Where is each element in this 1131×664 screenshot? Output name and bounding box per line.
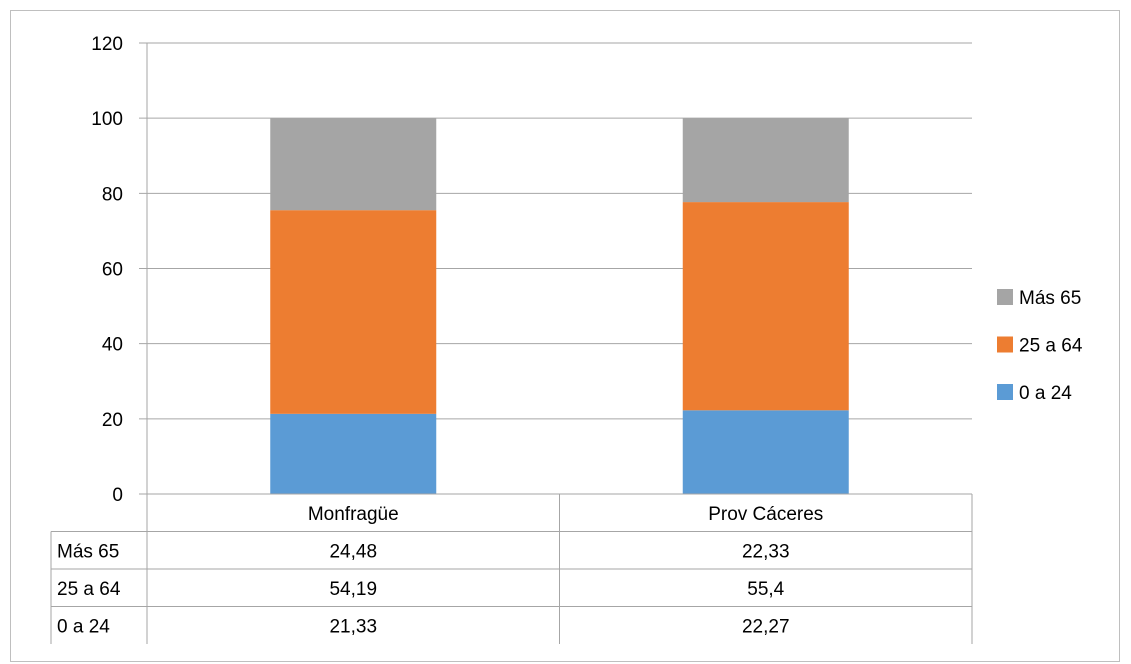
- y-axis-ticks: 0 20 40 60 80 100 120: [91, 34, 123, 506]
- bar-segment-más-65: [682, 118, 849, 203]
- table-cell-value: 55,4: [747, 579, 784, 600]
- category-label: Prov Cáceres: [708, 504, 823, 525]
- legend-item: 0 a 24: [997, 383, 1072, 404]
- stacked-bar-chart: 0 20 40 60 80 100 120 Monfragüe Prov Cáceres Más…: [50, 34, 1083, 644]
- legend-item: Más 65: [997, 288, 1081, 309]
- legend-swatch: [997, 384, 1013, 400]
- table-cell-value: 22,33: [742, 541, 790, 562]
- y-tick-label: 100: [91, 109, 123, 130]
- y-tick-label: 20: [102, 410, 123, 431]
- y-tick-label: 40: [102, 335, 123, 356]
- bars: [270, 118, 849, 494]
- legend-item: 25 a 64: [997, 336, 1083, 357]
- legend-swatch: [997, 289, 1013, 305]
- y-tick-label: 80: [102, 184, 123, 205]
- legend-label: 0 a 24: [1019, 383, 1072, 404]
- table-cell-value: 24,48: [329, 541, 377, 562]
- legend-label: Más 65: [1019, 288, 1081, 309]
- y-tick-label: 120: [91, 34, 123, 55]
- bar-segment-25-a-64: [270, 210, 437, 414]
- legend: Más 65 25 a 64 0 a 24: [997, 288, 1083, 404]
- table-cell-value: 54,19: [329, 579, 377, 600]
- y-tick-label: 60: [102, 260, 123, 281]
- table-row-label: Más 65: [57, 541, 119, 562]
- table-cell-value: 21,33: [329, 616, 377, 637]
- data-table: Monfragüe Prov Cáceres Más 65 24,48 22,33 25 …: [50, 493, 973, 644]
- table-cell-value: 22,27: [742, 616, 790, 637]
- table-row-label: 25 a 64: [57, 579, 121, 600]
- y-tick-label: 0: [112, 485, 123, 506]
- bar-segment-0-a-24: [682, 410, 849, 494]
- chart-frame: 0 20 40 60 80 100 120 Monfragüe Prov Cáceres Más…: [10, 10, 1120, 662]
- legend-swatch: [997, 336, 1013, 353]
- bar-segment-0-a-24: [270, 413, 437, 494]
- category-label: Monfragüe: [308, 504, 399, 525]
- table-row-label: 0 a 24: [57, 616, 110, 637]
- bar-segment-más-65: [270, 118, 437, 211]
- legend-label: 25 a 64: [1019, 336, 1083, 357]
- bar-segment-25-a-64: [682, 202, 849, 411]
